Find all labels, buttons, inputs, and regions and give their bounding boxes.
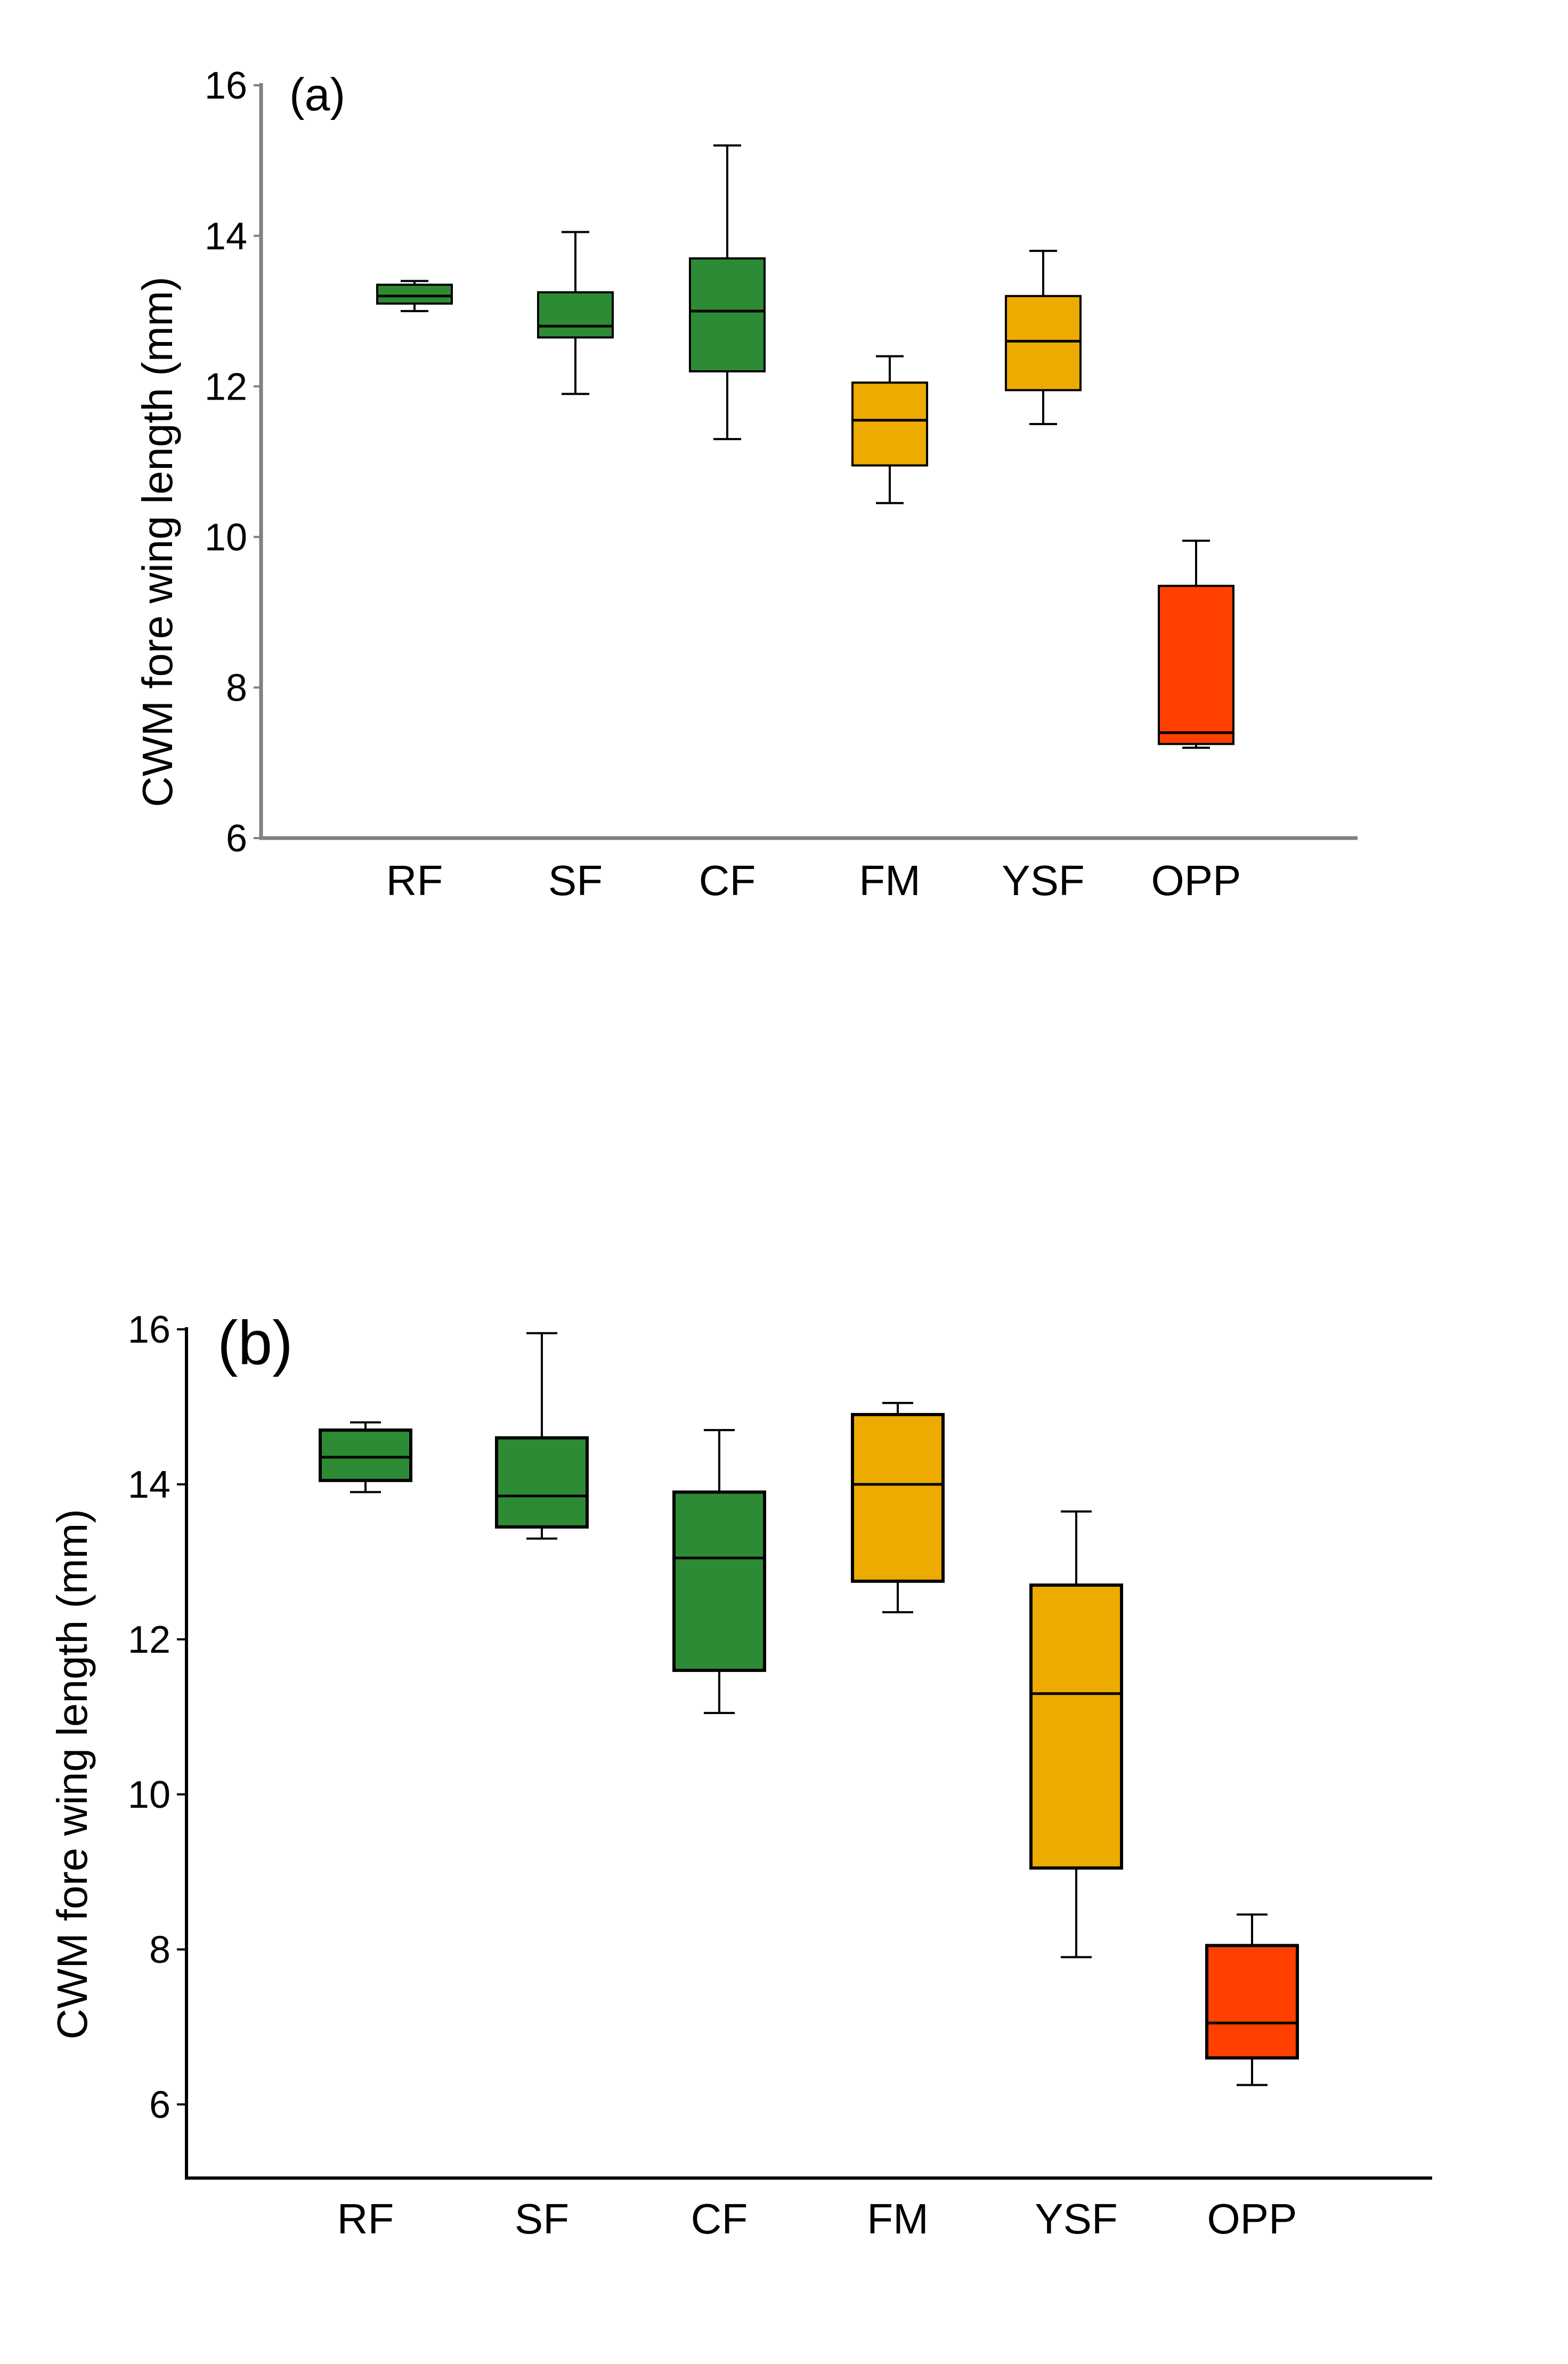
panel-b-y-tick-label-8: 8 [149,1929,170,1971]
panel-b-x-tick-label-rf: RF [337,2195,394,2243]
panel-a-iqr-box-sf [537,291,614,339]
panel-b-box-ysf [1029,1510,1123,1959]
panel-b-y-tick-label-10: 10 [128,1774,170,1816]
panel-b-box-rf [319,1421,412,1493]
panel-a-label: (a) [289,69,345,120]
panel-b-iqr-box-sf [495,1436,589,1529]
panel-b: (b) CWM fore wing length (mm) 6 8 10 12 14 16… [48,1308,1432,2243]
panel-a-iqr-box-fm [851,381,928,467]
panel-a-box-marks [376,144,1234,749]
panel-a-x-tick-label-fm: FM [859,857,921,904]
panel-a-x-tick-label-cf: CF [699,857,756,904]
panel-b-x-tick-label-ysf: YSF [1035,2195,1118,2243]
panel-b-iqr-box-rf [319,1428,412,1482]
panel-b-x-tick-label-fm: FM [867,2195,929,2243]
panel-b-iqr-box-cf [672,1490,766,1672]
panel-a-iqr-box-rf [376,283,453,305]
panel-b-y-tick-label-6: 6 [149,2084,170,2126]
panel-b-iqr-box-fm [851,1413,945,1583]
panel-b-axes: 6 8 10 12 14 16 RF SF CF FM YSF OPP [128,1309,1432,2243]
panel-a-x-tick-label-opp: OPP [1151,857,1241,904]
panel-b-x-tick-label-cf: CF [691,2195,748,2243]
panel-a-box-fm [851,355,928,505]
panel-a-y-tick-label-14: 14 [205,215,247,258]
panel-a-x-tick-label-rf: RF [386,857,443,904]
panel-b-box-marks [319,1332,1299,2086]
panel-a-iqr-box-ysf [1005,295,1082,392]
panel-b-iqr-box-opp [1205,1944,1299,2060]
panel-b-y-tick-label-12: 12 [128,1619,170,1661]
panel-b-y-axis-title: CWM fore wing length (mm) [48,1509,96,2040]
panel-a-box-sf [537,231,614,395]
panel-a-box-ysf [1005,249,1082,425]
panel-a-axes: 6 8 10 12 14 16 RF SF CF FM YSF OPP [205,64,1358,904]
panel-b-x-tick-label-sf: SF [515,2195,569,2243]
panel-b-y-tick-label-16: 16 [128,1309,170,1351]
panel-b-label: (b) [217,1308,293,1377]
panel-a-y-tick-label-16: 16 [205,64,247,107]
panel-a-iqr-box-opp [1158,584,1234,745]
panel-b-box-opp [1205,1913,1299,2086]
panel-a-box-cf [689,144,766,441]
panel-a-y-tick-label-8: 8 [226,667,247,710]
panel-a-x-tick-label-sf: SF [548,857,603,904]
panel-b-box-sf [495,1332,589,1540]
panel-b-x-tick-label-opp: OPP [1207,2195,1297,2243]
panel-a-y-tick-label-6: 6 [226,817,247,860]
panel-a-y-tick-label-12: 12 [205,365,247,408]
panel-b-box-cf [672,1429,766,1715]
panel-a-y-axis-title: CWM fore wing length (mm) [134,277,181,807]
panel-b-iqr-box-ysf [1029,1583,1123,1870]
panel-a-y-tick-label-10: 10 [205,516,247,559]
panel-a-x-tick-label-ysf: YSF [1002,857,1085,904]
panel-b-y-tick-label-14: 14 [128,1464,170,1506]
panel-a: (a) CWM fore wing length (mm) 6 8 10 12 14 16… [134,64,1358,904]
panel-a-box-rf [376,280,453,312]
panel-a-box-opp [1158,539,1234,749]
panel-b-box-fm [851,1402,945,1613]
panel-a-iqr-box-cf [689,257,766,372]
